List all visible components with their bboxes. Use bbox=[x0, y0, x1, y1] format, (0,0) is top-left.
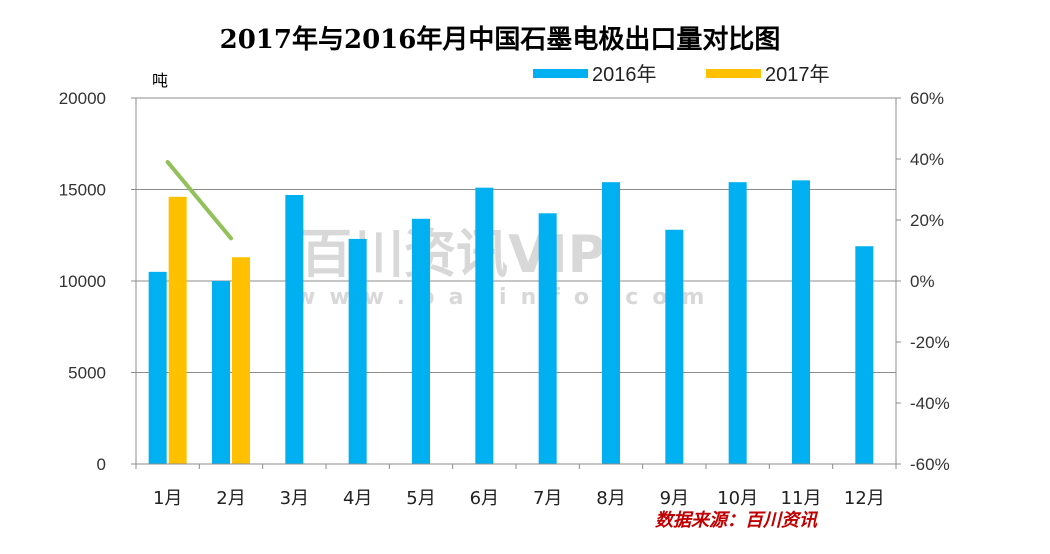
bar-2016 bbox=[412, 218, 430, 464]
x-tick-label: 2月 bbox=[216, 488, 245, 509]
x-tick-label: 1月 bbox=[153, 488, 182, 509]
pct-line-path bbox=[165, 160, 233, 241]
bar-2016 bbox=[212, 281, 230, 464]
y-tick-label: 15000 bbox=[59, 181, 106, 200]
x-tick-label: 12月 bbox=[844, 488, 885, 509]
x-axis-ticks: 1月 2月 3月 4月 5月 6月 7月 8月 9月 10月 11月 12月 bbox=[153, 488, 885, 509]
y2-tick-label: -40% bbox=[910, 394, 950, 413]
axes bbox=[131, 97, 901, 469]
x-tick-label: 3月 bbox=[280, 488, 309, 509]
bar-2016 bbox=[665, 229, 684, 464]
bar-2016 bbox=[855, 246, 874, 464]
bar-2016 bbox=[475, 187, 494, 465]
legend-swatch-2016 bbox=[533, 69, 588, 78]
y2-axis-ticks: -60% -40% -20% 0% 20% 40% 60% bbox=[910, 89, 950, 474]
x-tick-label: 10月 bbox=[717, 488, 758, 509]
y-unit-label: 吨 bbox=[152, 71, 168, 90]
x-tick-label: 9月 bbox=[660, 488, 689, 509]
y2-tick-label: -60% bbox=[910, 455, 950, 474]
bar-2016 bbox=[148, 271, 167, 464]
bars bbox=[148, 180, 874, 465]
bar-2016 bbox=[728, 182, 747, 464]
y2-tick-label: 0% bbox=[910, 272, 935, 291]
y-tick-label: 0 bbox=[97, 455, 106, 474]
y-tick-label: 10000 bbox=[59, 272, 106, 291]
bar-2016 bbox=[285, 194, 304, 465]
x-tick-label: 5月 bbox=[406, 488, 435, 509]
watermark-text: 百川资讯VIP bbox=[300, 225, 606, 285]
y2-tick-label: 40% bbox=[910, 150, 944, 169]
chart-title: 2017年与2016年月中国石墨电极出口量对比图 bbox=[220, 24, 781, 55]
y-tick-label: 20000 bbox=[59, 89, 106, 108]
pct-line bbox=[165, 160, 233, 241]
legend-label-2016: 2016年 bbox=[592, 63, 657, 86]
bar-2017 bbox=[168, 196, 187, 464]
x-tick-label: 6月 bbox=[470, 488, 499, 509]
bar-2016 bbox=[348, 238, 367, 464]
legend-label-2017: 2017年 bbox=[765, 63, 830, 86]
x-tick-label: 11月 bbox=[781, 488, 822, 509]
x-tick-label: 8月 bbox=[596, 488, 625, 509]
y2-tick-label: -20% bbox=[910, 333, 950, 352]
x-tick-label: 7月 bbox=[533, 488, 562, 509]
y2-tick-label: 20% bbox=[910, 211, 944, 230]
bar-2016 bbox=[602, 182, 620, 464]
legend-swatch-2017 bbox=[706, 69, 761, 78]
bar-2016 bbox=[792, 180, 810, 464]
x-tick-label: 4月 bbox=[343, 488, 372, 509]
y-axis-ticks: 0 5000 10000 15000 20000 bbox=[59, 89, 106, 474]
legend: 2016年 2017年 bbox=[533, 63, 830, 86]
source-note: 数据来源：百川资讯 bbox=[655, 510, 819, 531]
bar-2017 bbox=[232, 257, 250, 464]
y-tick-label: 5000 bbox=[68, 364, 106, 383]
y2-tick-label: 60% bbox=[910, 89, 944, 108]
bar-2016 bbox=[538, 213, 557, 464]
